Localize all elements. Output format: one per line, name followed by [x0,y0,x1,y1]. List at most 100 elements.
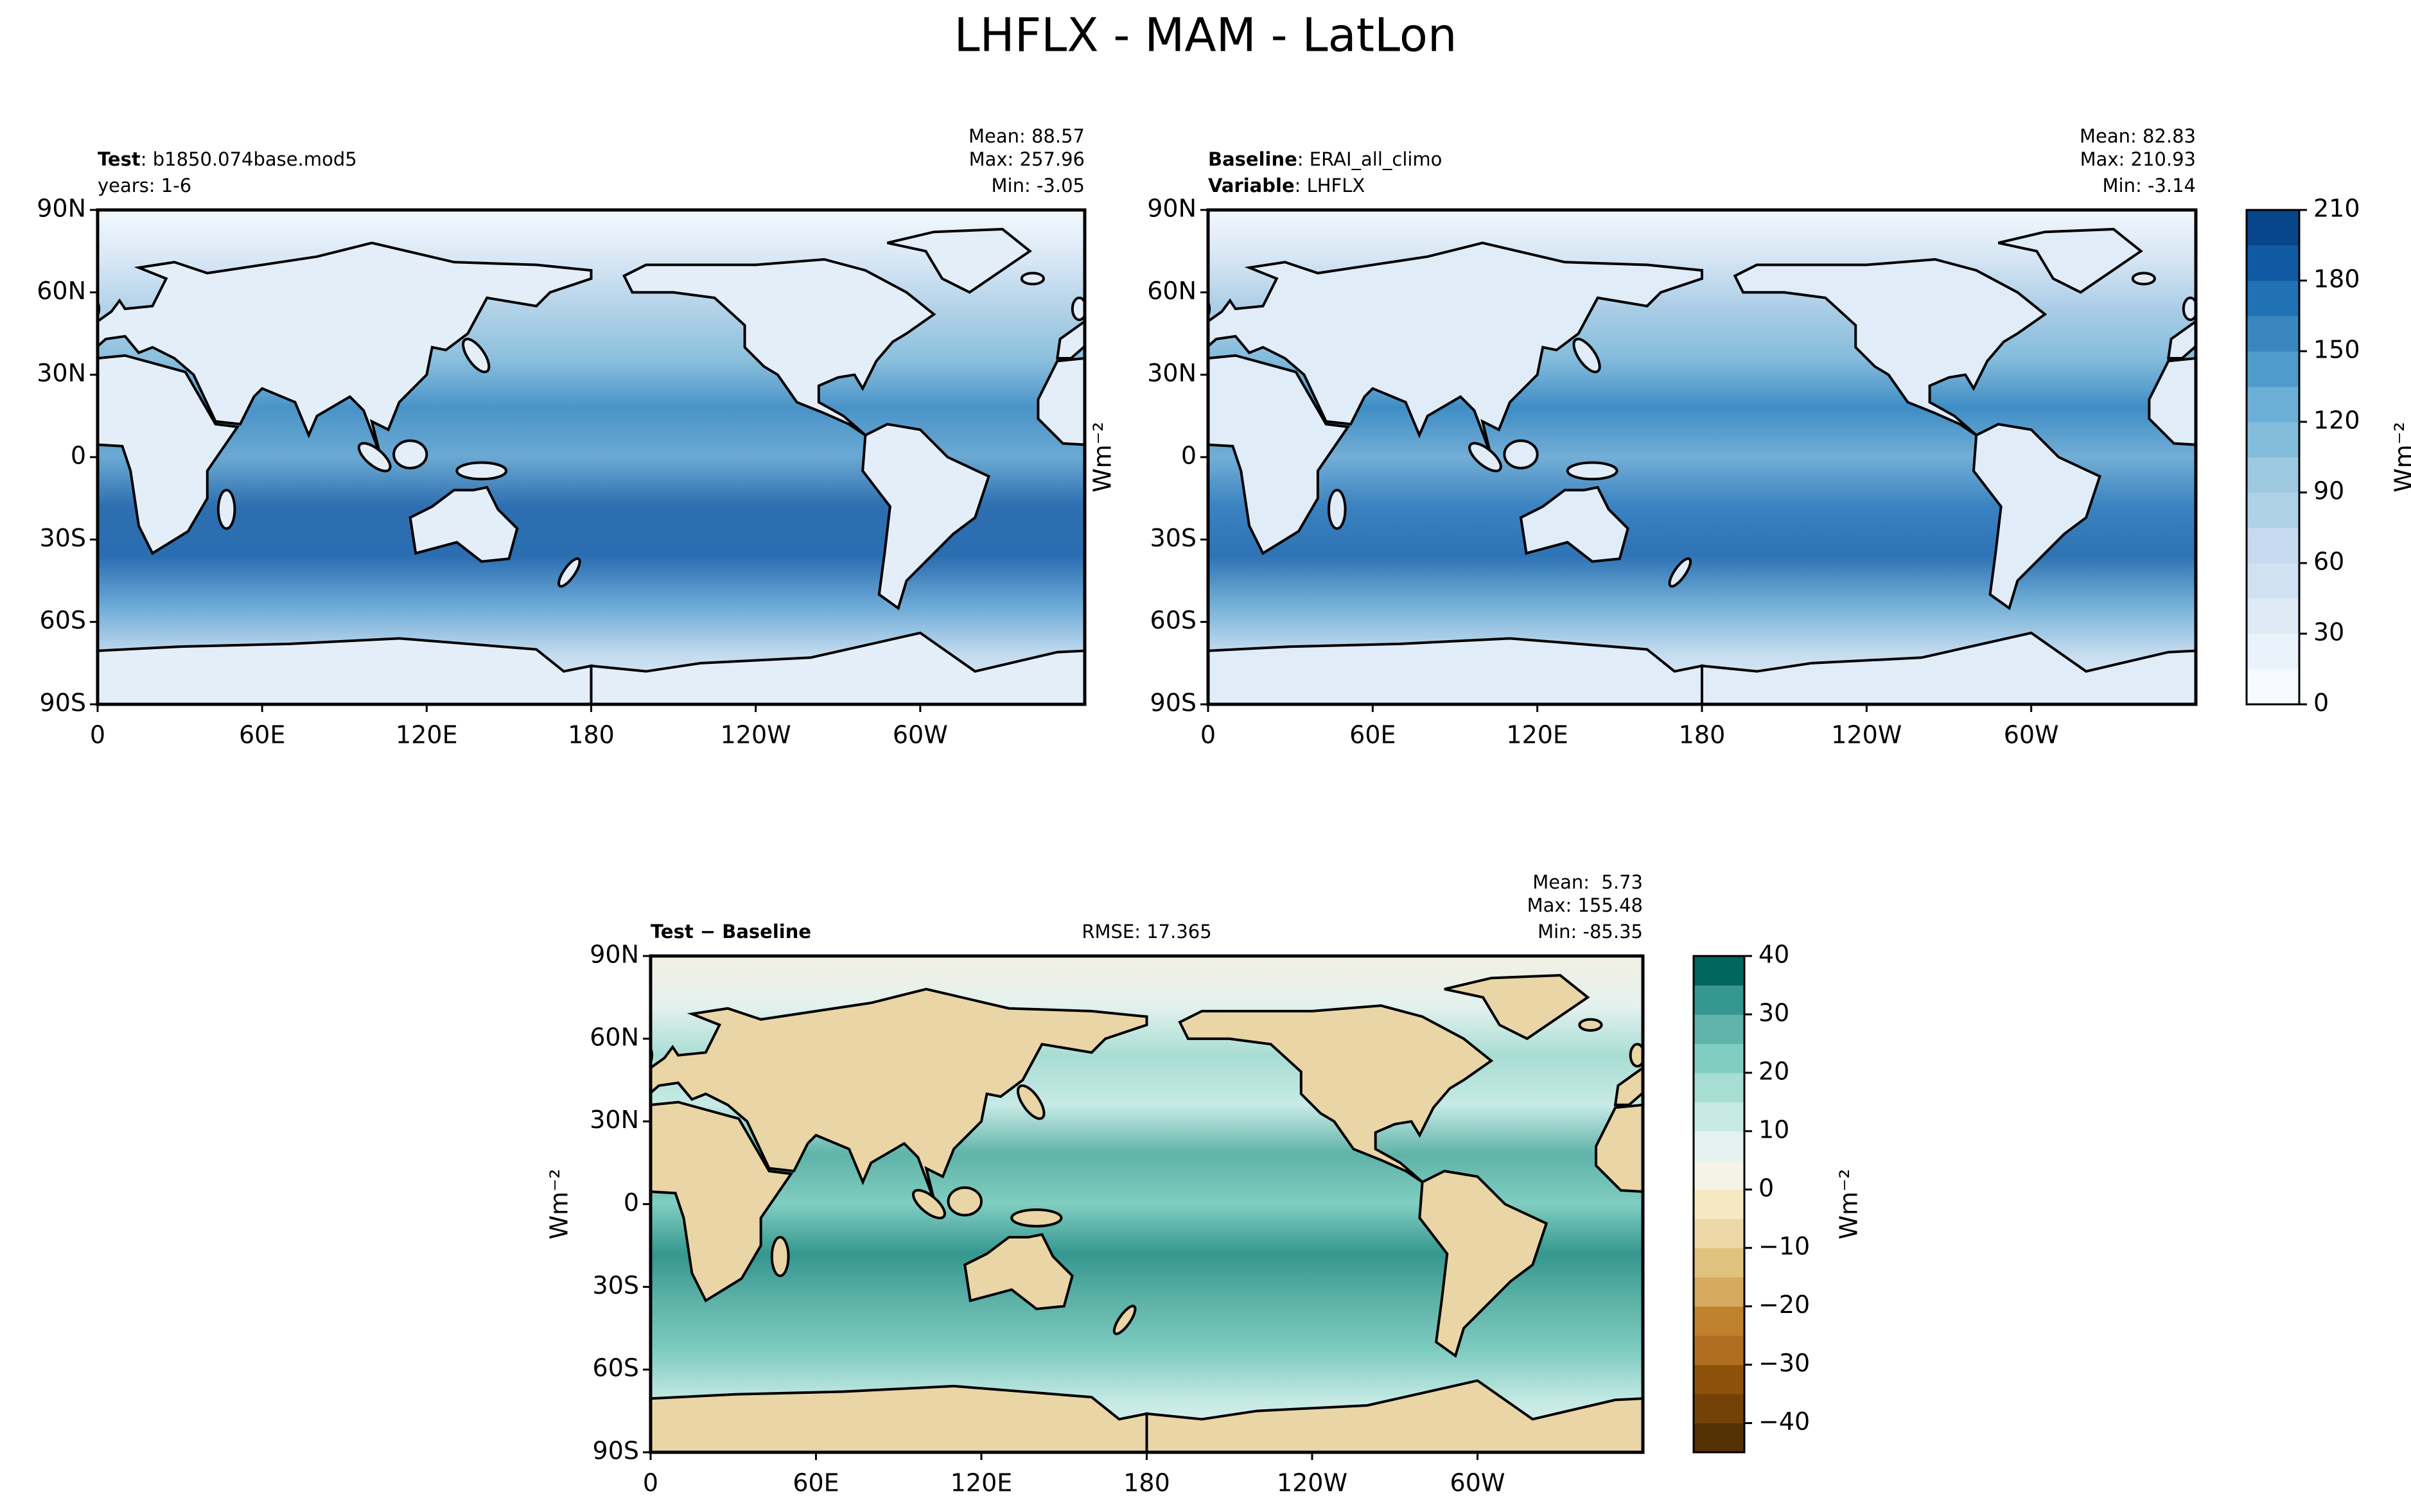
title-text: : ERAI_all_climo [1297,148,1442,170]
colorbar-band [1694,1394,1744,1424]
panel-title: Baseline: ERAI_all_climo [1208,148,1442,170]
colorbar-band [1694,985,1744,1015]
stat-label: Min: -3.05 [992,175,1085,196]
rmse-label: RMSE: 17.365 [1082,921,1211,943]
colorbar-band [2247,316,2299,352]
y-tick-label: 90S [1150,689,1197,717]
colorbar-band [1694,1219,1744,1249]
colorbar-band [2247,598,2299,634]
colorbar-band [2247,457,2299,493]
colorbar-tick-label: 20 [1758,1057,1789,1085]
title-bold: Test − Baseline [651,921,811,943]
y-tick-label: 0 [624,1188,639,1217]
colorbar-band [2247,245,2299,281]
x-tick-label: 0 [643,1469,658,1497]
x-tick-label: 120W [1831,721,1902,749]
map-field [651,956,1643,1452]
colorbar-band [1694,1189,1744,1219]
y-tick-label: 60N [37,277,86,305]
map-panel: 0 60E 120E 180 120W 60W 90N 60N 30N 0 30S 60S 90S Tes… [37,125,1117,749]
x-tick-label: 120W [721,721,791,749]
colorbar-tick-label: 180 [2313,265,2360,293]
title-text: : LHFLX [1295,175,1365,196]
stat-label: Min: -3.14 [2103,175,2196,196]
colorbar-band [1694,1043,1744,1073]
colorbar-tick-label: 210 [2313,195,2360,223]
x-tick-label: 60E [1349,721,1396,749]
stat-label: Mean: 82.83 [2080,125,2196,147]
colorbar-tick-label: 120 [2313,406,2360,435]
x-tick-label: 180 [1123,1469,1170,1497]
colorbar-band [2247,281,2299,317]
colorbar-label: Wm⁻² [2390,422,2411,492]
colorbar-band [1694,1364,1744,1395]
colorbar-band [2247,528,2299,564]
colorbar-band [1694,1423,1744,1453]
colorbar-tick-label: 150 [2313,336,2360,364]
colorbar-tick-label: −10 [1758,1232,1810,1260]
colorbar-tick-label: 90 [2313,477,2344,505]
colorbar-band [1694,1014,1744,1044]
title-bold: Test [98,148,141,170]
stat-label: Mean: 88.57 [969,125,1085,147]
y-tick-label: 90N [37,195,86,223]
stat-label: Min: -85.35 [1538,921,1643,943]
y-tick-label: 90S [40,689,86,717]
y-tick-label: 60N [590,1023,639,1051]
x-tick-label: 60W [1450,1469,1505,1497]
map-field [1208,210,2196,704]
stat-label: Max: 257.96 [969,148,1085,170]
panel-title: Test: b1850.074base.mod5 [98,148,357,170]
title-bold: Baseline [1208,148,1297,170]
stat-label: Max: 155.48 [1527,894,1643,916]
colorbar-band [2247,634,2299,670]
side-label: Wm⁻² [1089,422,1117,492]
y-tick-label: 90N [1147,195,1197,223]
colorbar-tick-label: 0 [2313,689,2329,717]
colorbar-band [1694,1335,1744,1366]
y-tick-label: 60S [593,1354,639,1382]
stat-label: Mean: 5.73 [1532,871,1643,893]
x-tick-label: 60E [793,1469,839,1497]
colorbar-band [2247,422,2299,458]
y-tick-label: 0 [71,442,86,470]
panel-title: Test − Baseline [651,921,811,943]
colorbar-band [1694,1072,1744,1102]
x-tick-label: 60W [893,721,948,749]
y-tick-label: 30S [1150,524,1197,552]
colorbar-frame [2245,209,2301,706]
y-tick-label: 90S [593,1437,639,1465]
x-tick-label: 180 [568,721,615,749]
colorbar-tick-label: 0 [1758,1174,1774,1202]
colorbar-band [2247,492,2299,528]
figure-title: LHFLX - MAM - LatLon [954,8,1457,62]
colorbar-tick-label: 10 [1758,1115,1789,1143]
y-tick-label: 30S [593,1271,639,1299]
x-tick-label: 0 [1200,721,1216,749]
map-field [98,210,1085,704]
colorbar-band [1694,956,1744,986]
x-tick-label: 120E [951,1469,1013,1497]
title-bold: Variable [1208,175,1295,196]
panel-title: Variable: LHFLX [1208,175,1365,196]
colorbar-band [2247,351,2299,387]
x-tick-label: 180 [1679,721,1726,749]
title-text: years: 1-6 [98,175,191,196]
colorbar-tick-label: 40 [1758,941,1789,969]
colorbar-band [2247,669,2299,705]
colorbar-tick-label: 30 [2313,618,2344,647]
colorbar-tick-label: −30 [1758,1349,1810,1377]
colorbar-band [2247,563,2299,599]
colorbar-tick-label: −40 [1758,1407,1810,1436]
map-panel: 0 60E 120E 180 120W 60W 90N 60N 30N 0 30S 60S 90S Bas… [1147,125,2411,749]
x-tick-label: 60W [2004,721,2059,749]
colorbar-label: Wm⁻² [1835,1169,1863,1240]
colorbar-band [1694,1102,1744,1132]
colorbar-band [2247,210,2299,246]
x-tick-label: 120W [1277,1469,1347,1497]
colorbar-band [1694,1131,1744,1161]
colorbar-band [1694,1160,1744,1190]
y-tick-label: 30N [1147,359,1197,387]
y-tick-label: 60S [40,606,86,634]
